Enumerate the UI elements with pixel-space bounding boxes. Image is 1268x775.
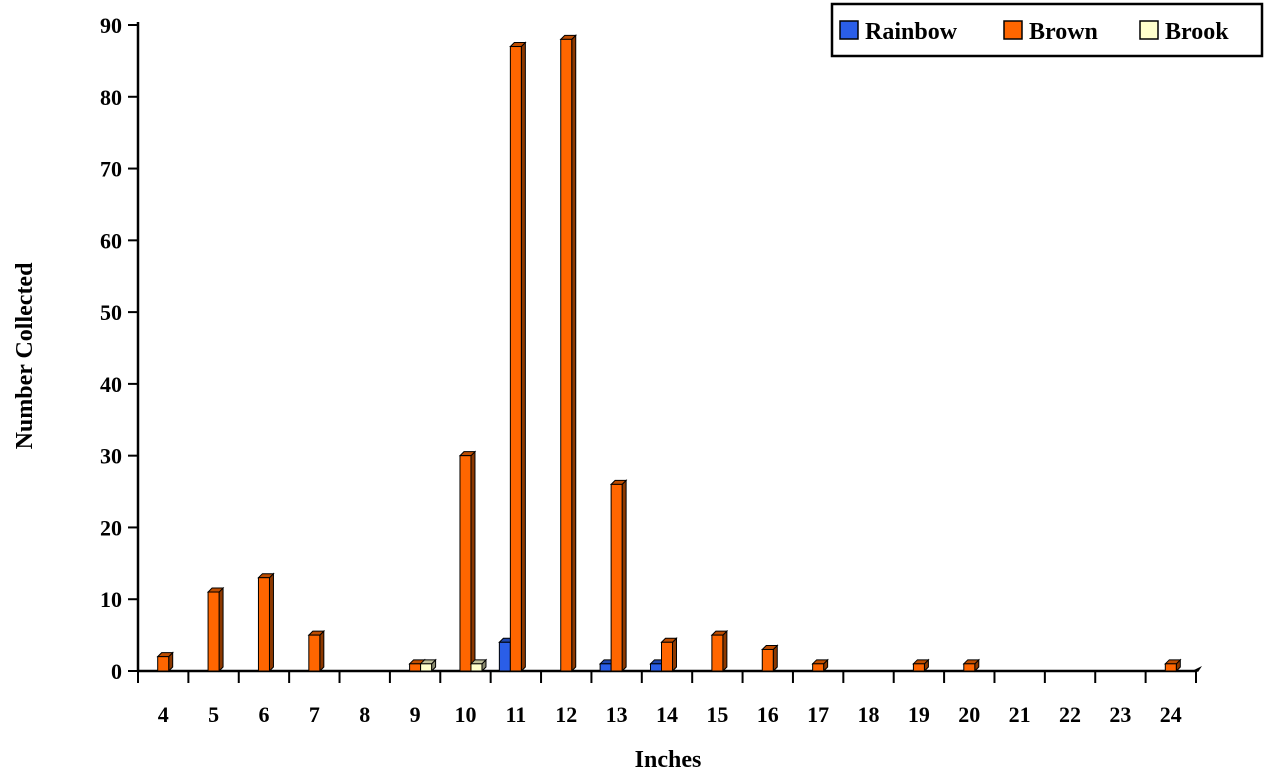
bar-side xyxy=(571,34,577,673)
bar xyxy=(156,651,174,673)
x-tick-label: 16 xyxy=(757,702,779,727)
bar-face xyxy=(812,663,825,672)
y-tick-label: 30 xyxy=(100,444,122,469)
x-tick-label: 4 xyxy=(158,702,169,727)
bar-side xyxy=(470,450,476,673)
x-tick-label: 23 xyxy=(1109,702,1131,727)
legend-label-rainbow: Rainbow xyxy=(865,19,958,45)
x-axis-title: Inches xyxy=(635,747,702,773)
bar-face xyxy=(420,663,433,672)
x-axis-end xyxy=(1194,666,1202,672)
bar xyxy=(1164,658,1182,673)
legend-swatch-brown xyxy=(1003,20,1023,40)
bar xyxy=(458,450,477,673)
bar-face xyxy=(661,641,673,672)
y-tick-label: 80 xyxy=(100,85,122,110)
x-tick-label: 19 xyxy=(908,702,930,727)
y-tick-label: 60 xyxy=(100,228,122,253)
x-tick-label: 14 xyxy=(656,702,678,727)
bar-face xyxy=(610,483,623,672)
bar-face xyxy=(207,591,220,672)
x-tick-label: 22 xyxy=(1059,702,1081,727)
axes xyxy=(128,22,1202,683)
y-tick-label: 90 xyxy=(100,13,122,38)
bar-face xyxy=(912,663,925,672)
series-brook xyxy=(419,658,488,673)
x-tick-label: 6 xyxy=(258,702,269,727)
bar xyxy=(962,658,980,673)
bar-face xyxy=(963,663,976,672)
bar-face xyxy=(560,38,573,672)
bar xyxy=(559,34,577,673)
bar xyxy=(307,629,326,673)
x-tick-label: 7 xyxy=(309,702,320,727)
legend-swatch-brook xyxy=(1139,20,1159,40)
bar-side xyxy=(520,41,526,673)
bar-face xyxy=(761,648,774,672)
bar xyxy=(811,658,829,673)
y-tick-label: 20 xyxy=(100,515,122,540)
legend-label-brown: Brown xyxy=(1029,19,1098,45)
y-tick-label: 50 xyxy=(100,300,122,325)
bar xyxy=(660,637,678,673)
bar-face xyxy=(509,46,522,672)
x-tick-label: 17 xyxy=(807,702,829,727)
bar xyxy=(710,629,729,673)
bar-side xyxy=(218,586,224,673)
bar xyxy=(419,658,437,673)
bar-face xyxy=(308,634,321,672)
bar xyxy=(469,658,488,673)
bars xyxy=(156,34,1182,673)
y-tick-label: 0 xyxy=(111,659,122,684)
legend: Rainbow Brown Brook xyxy=(830,2,1264,58)
x-tick-label: 15 xyxy=(706,702,728,727)
x-tick-label: 12 xyxy=(555,702,577,727)
series-brown xyxy=(156,34,1182,673)
x-tick-label: 11 xyxy=(505,702,526,727)
x-tick-label: 13 xyxy=(606,702,628,727)
legend-label-brook: Brook xyxy=(1165,19,1229,45)
x-tick-label: 20 xyxy=(958,702,980,727)
bar-face xyxy=(650,663,662,672)
x-tick-label: 10 xyxy=(454,702,476,727)
legend-items: Rainbow Brown Brook xyxy=(839,19,1229,45)
tick-labels: 0 10 20 30 40 50 60 70 80 90 4 5 6 7 8 9 10 11 12 13 14 15 16 1… xyxy=(100,13,1182,727)
x-tick-label: 21 xyxy=(1009,702,1031,727)
bar xyxy=(761,644,779,673)
bar-side xyxy=(319,629,325,673)
y-tick-label: 10 xyxy=(100,587,122,612)
bar xyxy=(912,658,930,673)
legend-frame xyxy=(830,2,1264,58)
y-axis-title: Number Collected xyxy=(12,262,38,450)
bar xyxy=(257,572,275,673)
x-tick-label: 24 xyxy=(1160,702,1182,727)
bar xyxy=(609,479,628,673)
bar-face xyxy=(1164,663,1177,672)
bar-side xyxy=(268,572,274,673)
bar-face xyxy=(459,455,472,672)
x-tick-label: 8 xyxy=(359,702,370,727)
bar-side xyxy=(722,629,728,673)
bar-face xyxy=(157,656,170,672)
bar xyxy=(509,41,527,673)
bar-face xyxy=(498,641,511,672)
bar-face xyxy=(257,577,270,672)
x-tick-label: 5 xyxy=(208,702,219,727)
y-tick-label: 40 xyxy=(100,372,122,397)
y-tick-label: 70 xyxy=(100,157,122,182)
bar-side xyxy=(621,479,627,673)
bar-face xyxy=(409,663,422,672)
legend-swatch-rainbow xyxy=(839,20,859,40)
bar-side xyxy=(672,637,677,673)
x-tick-label: 18 xyxy=(858,702,880,727)
bar-face xyxy=(711,634,724,672)
bar-face xyxy=(599,663,612,672)
bar-face xyxy=(470,663,483,672)
bar xyxy=(206,586,225,673)
x-tick-label: 9 xyxy=(410,702,421,727)
